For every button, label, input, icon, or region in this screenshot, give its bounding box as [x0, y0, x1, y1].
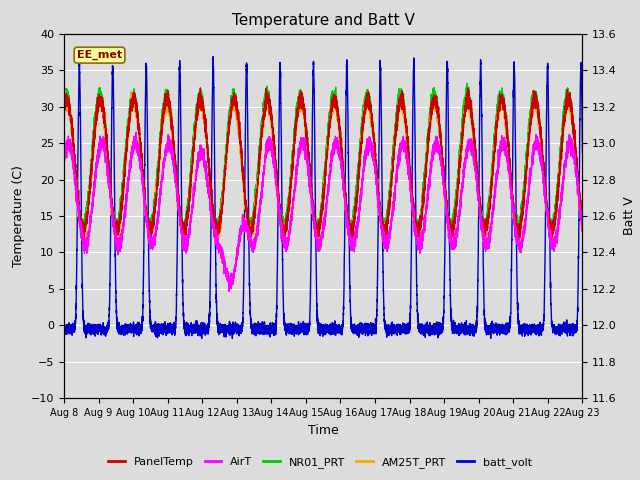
batt_volt: [452, 329, 460, 335]
AM25T_PRT: [530, 88, 538, 94]
AM25T_PRT: [258, 129, 266, 134]
NR01_PRT: [499, 92, 506, 97]
AM25T_PRT: [579, 225, 586, 231]
Text: EE_met: EE_met: [77, 50, 122, 60]
Line: AM25T_PRT: AM25T_PRT: [64, 91, 582, 247]
AM25T_PRT: [60, 107, 68, 112]
AirT: [258, 190, 266, 195]
PanelTemp: [452, 204, 460, 210]
PanelTemp: [499, 102, 506, 108]
NR01_PRT: [463, 81, 471, 86]
Line: AirT: AirT: [64, 132, 582, 291]
batt_volt: [209, 54, 217, 60]
AirT: [486, 240, 493, 246]
Y-axis label: Batt V: Batt V: [623, 197, 636, 235]
NR01_PRT: [452, 196, 460, 202]
NR01_PRT: [121, 154, 129, 159]
NR01_PRT: [60, 92, 68, 98]
batt_volt: [499, 327, 506, 333]
PanelTemp: [121, 170, 129, 176]
AM25T_PRT: [80, 244, 88, 250]
batt_volt: [579, 149, 586, 155]
NR01_PRT: [212, 216, 220, 222]
batt_volt: [212, 302, 220, 308]
AirT: [132, 130, 140, 135]
AM25T_PRT: [499, 100, 506, 106]
Line: NR01_PRT: NR01_PRT: [64, 84, 582, 240]
batt_volt: [60, 330, 68, 336]
PanelTemp: [579, 216, 586, 222]
AirT: [499, 144, 506, 150]
Line: batt_volt: batt_volt: [64, 57, 582, 338]
PanelTemp: [196, 85, 204, 91]
AM25T_PRT: [212, 237, 220, 242]
AM25T_PRT: [486, 201, 493, 207]
Legend: PanelTemp, AirT, NR01_PRT, AM25T_PRT, batt_volt: PanelTemp, AirT, NR01_PRT, AM25T_PRT, ba…: [104, 452, 536, 472]
batt_volt: [228, 336, 236, 341]
AirT: [452, 236, 460, 241]
Title: Temperature and Batt V: Temperature and Batt V: [232, 13, 415, 28]
Line: PanelTemp: PanelTemp: [64, 88, 582, 241]
NR01_PRT: [258, 122, 266, 128]
Y-axis label: Temperature (C): Temperature (C): [12, 165, 26, 267]
batt_volt: [258, 329, 266, 335]
NR01_PRT: [486, 190, 493, 195]
AirT: [225, 288, 233, 294]
NR01_PRT: [113, 238, 121, 243]
PanelTemp: [212, 225, 220, 231]
AM25T_PRT: [121, 168, 129, 174]
batt_volt: [486, 324, 493, 330]
AirT: [579, 224, 586, 229]
PanelTemp: [60, 103, 68, 109]
AirT: [212, 237, 220, 243]
PanelTemp: [486, 198, 493, 204]
NR01_PRT: [579, 220, 586, 226]
PanelTemp: [258, 125, 266, 131]
PanelTemp: [280, 238, 287, 244]
AirT: [121, 210, 129, 216]
batt_volt: [121, 326, 129, 332]
AM25T_PRT: [452, 205, 460, 211]
X-axis label: Time: Time: [308, 424, 339, 437]
AirT: [60, 163, 68, 169]
